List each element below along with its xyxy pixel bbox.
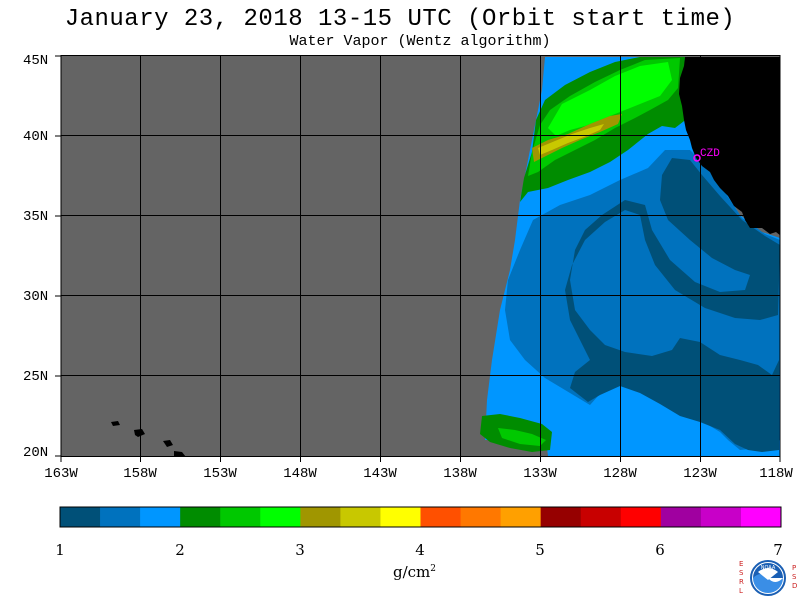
noaa-logo-text: NOAA	[761, 565, 776, 571]
lat-label: 40N	[23, 129, 48, 145]
station-marker-icon	[693, 154, 701, 162]
colorbar-segment	[220, 507, 261, 527]
colorbar-tick: 7	[773, 541, 783, 559]
logo-letter: P	[792, 564, 796, 572]
lon-label: 128W	[603, 466, 637, 482]
lon-label: 143W	[363, 466, 397, 482]
lat-label: 45N	[23, 53, 48, 69]
colorbar-segment	[60, 507, 101, 527]
land-mass	[679, 57, 780, 236]
logo-letter: L	[739, 587, 743, 595]
unit-superscript: 2	[430, 564, 437, 574]
colorbar-tick: 1	[55, 541, 65, 559]
colorbar-segment	[460, 507, 502, 527]
lat-label: 25N	[23, 369, 48, 385]
logo-letter: S	[739, 569, 744, 577]
lat-label: 35N	[23, 209, 48, 225]
vapor-band-south-2-3	[498, 428, 546, 446]
vapor-band-2-7	[548, 62, 672, 136]
colorbar-segment	[300, 507, 341, 527]
colorbar-segment	[700, 507, 742, 527]
colorbar-unit: g/cm2	[393, 563, 436, 581]
colorbar-segment	[100, 507, 141, 527]
colorbar-segment	[260, 507, 301, 527]
vapor-band-3-3	[538, 124, 604, 155]
colorbar	[60, 507, 782, 527]
colorbar-segment	[140, 507, 181, 527]
noaa-logo: E S R L P S D NOAA	[739, 560, 797, 596]
map-border	[60, 55, 781, 457]
lat-label: 20N	[23, 445, 48, 461]
longitude-labels: 163W 158W 153W 148W 143W 138W 133W 128W …	[44, 456, 793, 482]
colorbar-tick: 6	[655, 541, 665, 559]
lon-label: 163W	[44, 466, 78, 482]
colorbar-segment	[740, 507, 782, 527]
colorbar-tick: 4	[415, 541, 425, 559]
map-subtitle: Water Vapor (Wentz algorithm)	[289, 33, 551, 50]
lon-label: 138W	[443, 466, 477, 482]
colorbar-segment	[500, 507, 542, 527]
lon-label: 148W	[283, 466, 317, 482]
colorbar-segment	[380, 507, 421, 527]
colorbar-segment	[180, 507, 221, 527]
colorbar-segment	[540, 507, 582, 527]
colorbar-tick-labels: 1 2 3 4 5 6 7	[55, 541, 783, 559]
station-label: CZD	[700, 148, 720, 160]
lat-label: 30N	[23, 289, 48, 305]
colorbar-tick: 2	[175, 541, 185, 559]
lon-label: 133W	[523, 466, 557, 482]
unit-text: g/cm	[393, 563, 431, 581]
lon-label: 118W	[759, 466, 793, 482]
colorbar-tick: 3	[295, 541, 305, 559]
colorbar-border	[59, 506, 782, 528]
logo-letter: E	[739, 560, 743, 568]
logo-letter: R	[739, 578, 744, 586]
lon-label: 158W	[123, 466, 157, 482]
lon-label: 123W	[683, 466, 717, 482]
latitude-labels: 45N 40N 35N 30N 25N 20N	[23, 53, 61, 461]
colorbar-segment	[660, 507, 702, 527]
colorbar-segment	[580, 507, 622, 527]
vapor-band-0-5	[565, 158, 780, 452]
map-plot-area: CZD	[61, 55, 780, 456]
map-title: January 23, 2018 13-15 UTC (Orbit start …	[64, 6, 736, 33]
logo-letter: D	[792, 582, 797, 590]
lon-label: 153W	[203, 466, 237, 482]
colorbar-segment	[340, 507, 381, 527]
colorbar-tick: 5	[535, 541, 545, 559]
logo-letter: S	[792, 573, 797, 581]
hawaii-islands	[111, 421, 186, 456]
colorbar-segment	[420, 507, 462, 527]
map-grid	[61, 55, 780, 456]
esrl-letters: E S R L P S D	[739, 560, 797, 595]
colorbar-segment	[620, 507, 662, 527]
